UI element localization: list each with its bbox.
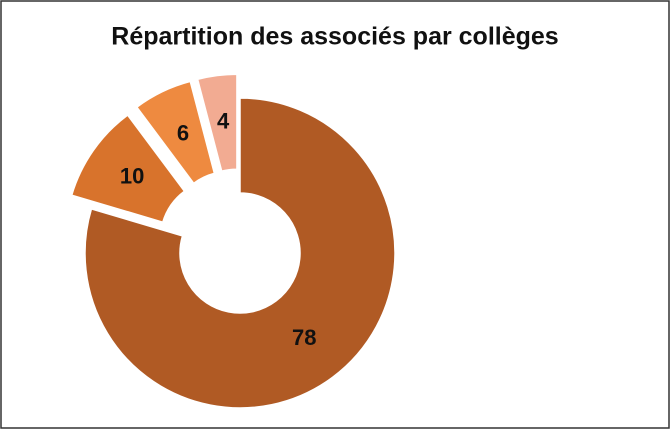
data-label: 10 xyxy=(120,164,144,189)
data-label: 78 xyxy=(292,325,316,350)
slice xyxy=(70,114,186,224)
slice xyxy=(135,80,216,185)
data-label: 6 xyxy=(177,120,189,145)
data-label: 4 xyxy=(217,108,230,133)
chart-title: Répartition des associés par collèges xyxy=(111,23,558,51)
slice xyxy=(196,73,238,173)
slice xyxy=(84,97,396,409)
